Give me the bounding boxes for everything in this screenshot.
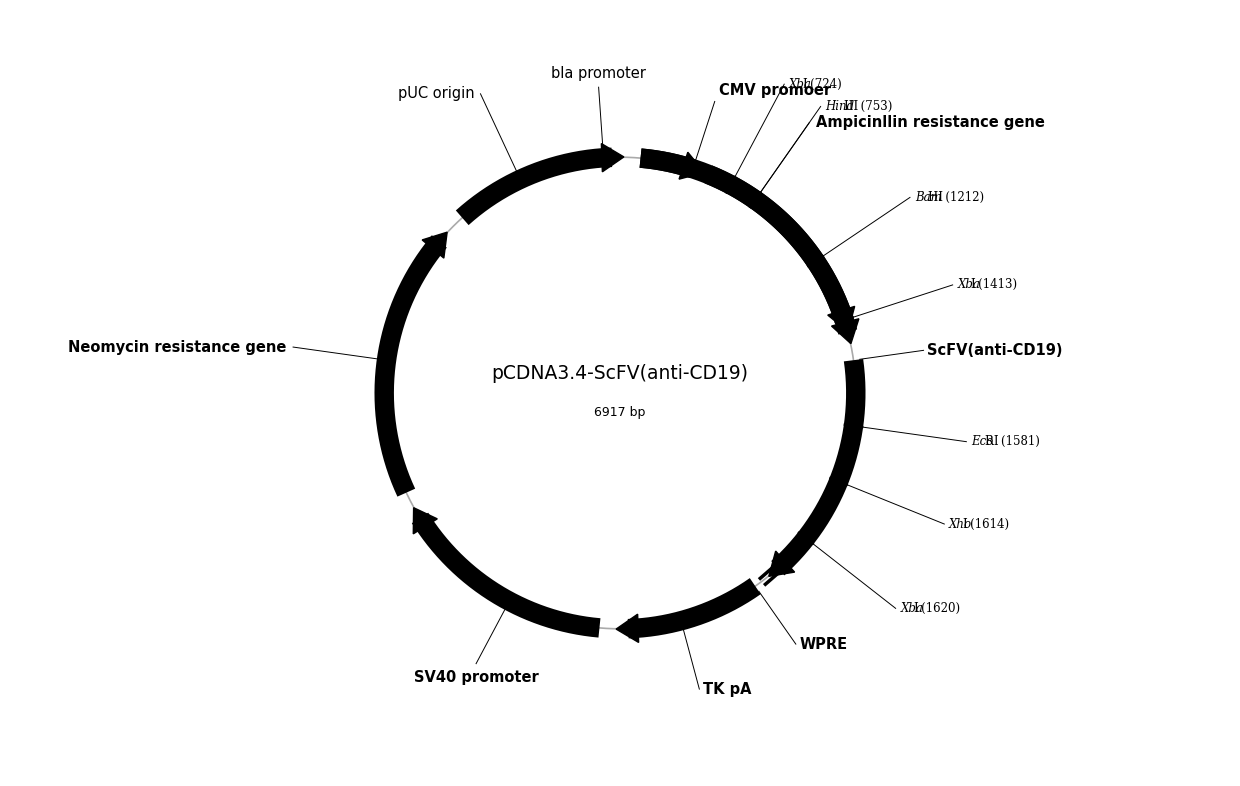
Text: SV40 promoter: SV40 promoter (414, 670, 538, 685)
Text: Xba: Xba (957, 278, 981, 292)
Text: HI (1212): HI (1212) (929, 191, 985, 204)
Text: Bam: Bam (915, 191, 941, 204)
Text: Hind: Hind (826, 100, 854, 113)
Text: Neomycin resistance gene: Neomycin resistance gene (68, 340, 286, 354)
Polygon shape (769, 551, 795, 576)
Text: I (1620): I (1620) (914, 602, 960, 615)
Text: I (724): I (724) (802, 78, 842, 90)
Polygon shape (680, 152, 704, 179)
Polygon shape (422, 232, 448, 258)
Polygon shape (616, 614, 639, 642)
Text: Eco: Eco (971, 435, 993, 448)
Text: Xba: Xba (900, 602, 924, 615)
Text: pCDNA3.4-ScFV(anti-CD19): pCDNA3.4-ScFV(anti-CD19) (491, 364, 749, 383)
Text: pUC origin: pUC origin (398, 86, 474, 101)
Polygon shape (601, 144, 624, 172)
Text: TK pA: TK pA (703, 681, 751, 696)
Polygon shape (413, 508, 438, 534)
Text: 6917 bp: 6917 bp (594, 406, 646, 419)
Polygon shape (832, 319, 859, 343)
Text: III (753): III (753) (843, 100, 892, 113)
Text: I (1614): I (1614) (962, 517, 1009, 531)
Text: Ampicinllin resistance gene: Ampicinllin resistance gene (816, 115, 1044, 130)
Text: Xba: Xba (789, 78, 812, 90)
Text: RI (1581): RI (1581) (985, 435, 1039, 448)
Text: bla promoter: bla promoter (551, 66, 646, 81)
Text: CMV promoer: CMV promoer (719, 83, 831, 97)
Text: ScFV(anti-CD19): ScFV(anti-CD19) (928, 343, 1063, 358)
Text: I (1413): I (1413) (971, 278, 1017, 292)
Polygon shape (828, 307, 854, 332)
Text: WPRE: WPRE (800, 637, 848, 652)
Text: Xho: Xho (949, 517, 972, 531)
